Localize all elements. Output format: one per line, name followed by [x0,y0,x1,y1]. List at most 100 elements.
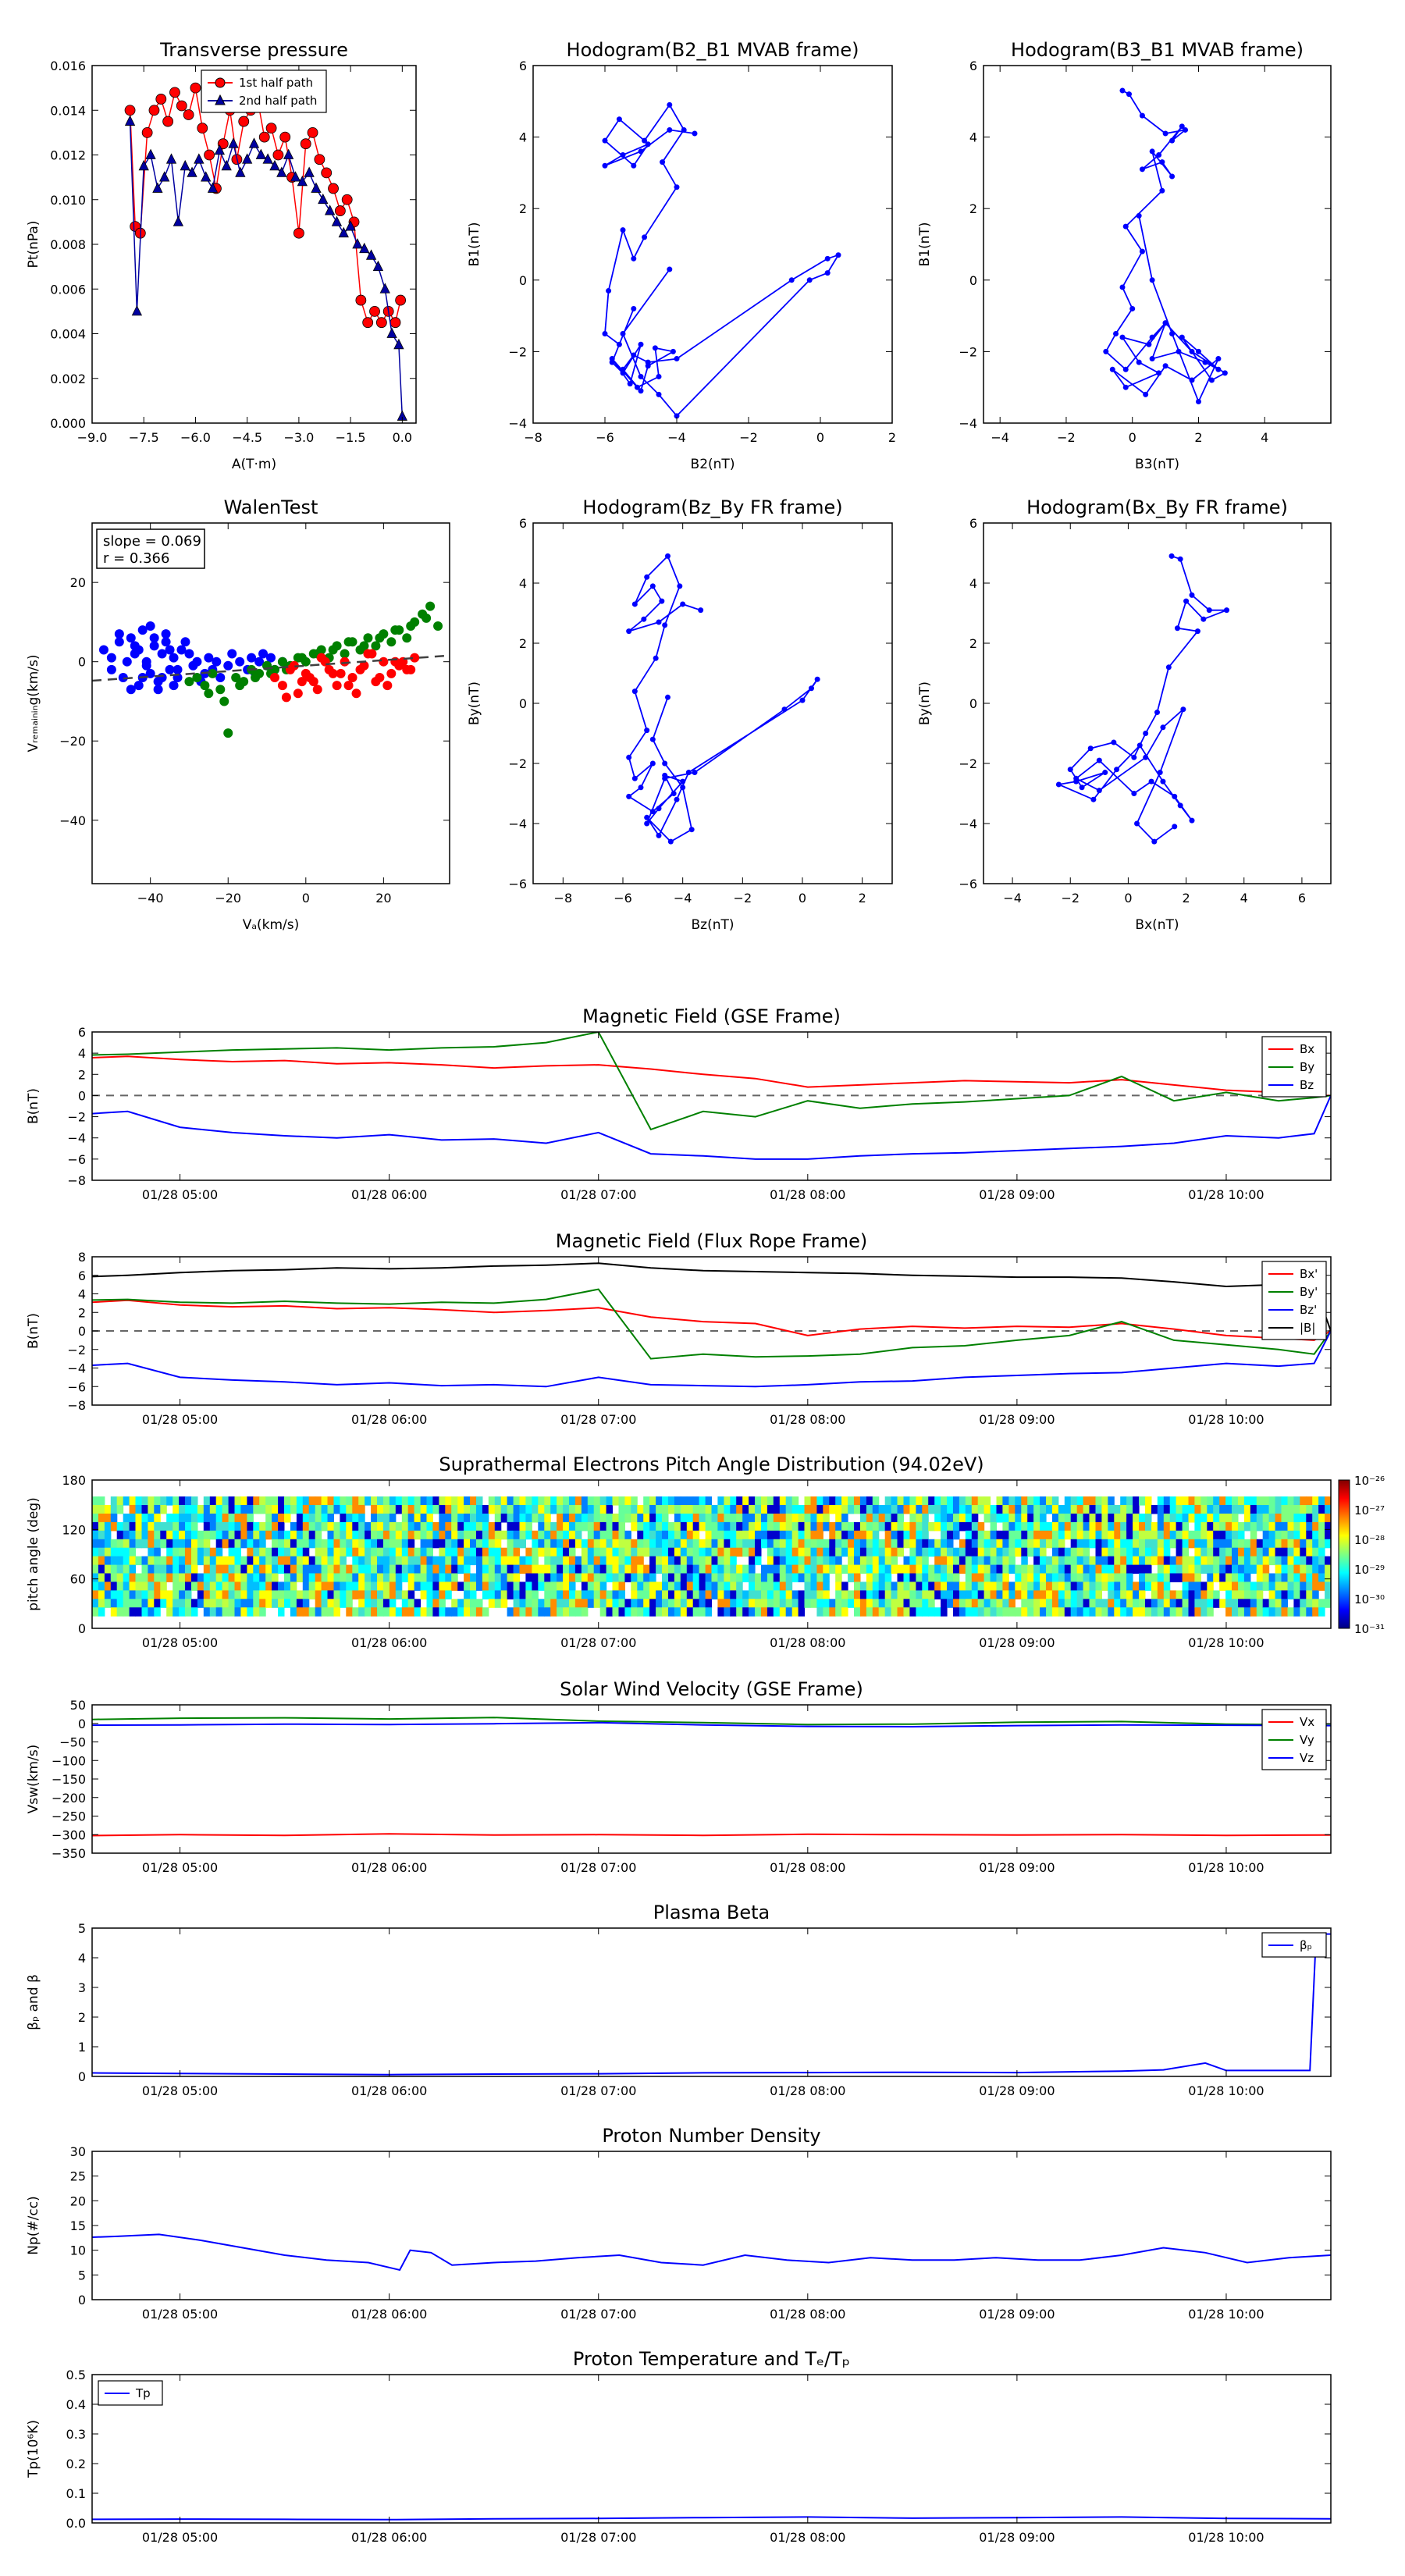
heatmap-cell [333,1607,340,1617]
heatmap-cell [897,1590,904,1599]
heatmap-cell [1083,1590,1090,1599]
heatmap-cell [996,1547,1003,1557]
data-point [1143,754,1149,760]
heatmap-cell [395,1564,403,1574]
heatmap-cell [705,1573,713,1582]
heatmap-cell [1250,1564,1257,1574]
data-point [321,167,333,179]
heatmap-cell [482,1590,489,1599]
y-tick-label: 0 [78,1621,86,1636]
data-point [1189,817,1195,824]
heatmap-cell [1225,1599,1232,1608]
heatmap-cell [191,1547,198,1557]
heatmap-cell [432,1564,439,1574]
data-point [656,391,662,397]
heatmap-cell [1268,1573,1276,1582]
heatmap-cell [464,1521,471,1532]
heatmap-cell [755,1521,762,1532]
heatmap-cell [1293,1505,1300,1514]
heatmap-cell [1213,1505,1220,1514]
heatmap-cell [104,1564,112,1574]
heatmap-cell [1027,1564,1034,1574]
data-point [1149,277,1155,283]
heatmap-cell [1070,1505,1078,1514]
heatmap-cell [736,1496,743,1506]
heatmap-cell [599,1582,607,1591]
heatmap-cell [179,1573,186,1582]
heatmap-cell [290,1582,297,1591]
heatmap-cell [401,1573,409,1582]
heatmap-cell [1225,1505,1232,1514]
chart-title: Hodogram(B3_B1 MVAB frame) [1011,39,1304,61]
data-point [1096,757,1102,763]
heatmap-cell [984,1530,991,1540]
legend-marker [215,77,226,88]
heatmap-cell [513,1564,521,1574]
heatmap-cell [240,1590,247,1599]
heatmap-cell [755,1573,762,1582]
heatmap-cell [1083,1607,1090,1617]
heatmap-cell [377,1573,384,1582]
heatmap-cell [841,1514,848,1523]
heatmap-cell [420,1582,428,1591]
heatmap-cell [854,1590,861,1599]
heatmap-cell [451,1547,458,1557]
x-tick-label: 01/28 07:00 [560,1412,636,1427]
heatmap-cell [532,1505,539,1514]
heatmap-cell [538,1599,545,1608]
heatmap-cell [612,1539,619,1549]
heatmap-cell [1008,1564,1016,1574]
heatmap-cell [382,1514,390,1523]
heatmap-cell [816,1582,823,1591]
heatmap-cell [1114,1530,1121,1540]
heatmap-cell [1040,1573,1047,1582]
heatmap-cell [1200,1539,1208,1549]
heatmap-cell [302,1514,310,1523]
x-tick-label: 01/28 05:00 [142,2307,218,2322]
heatmap-cell [581,1582,589,1591]
data-point [1136,359,1142,365]
heatmap-cell [662,1607,669,1617]
heatmap-cell [1051,1547,1059,1557]
heatmap-cell [426,1556,433,1566]
y-tick-label: 6 [969,59,977,73]
y-tick-label: 5 [78,1921,86,1936]
y-tick-label: 0 [78,1717,86,1731]
heatmap-cell [1120,1496,1127,1506]
heatmap-cell [340,1573,347,1582]
heatmap-cell [767,1573,774,1582]
data-point [1169,173,1176,180]
heatmap-cell [315,1564,322,1574]
heatmap-cell [1076,1547,1084,1557]
heatmap-cell [891,1514,898,1523]
heatmap-cell [173,1599,180,1608]
heatmap-cell [296,1590,304,1599]
heatmap-cell [637,1521,644,1532]
heatmap-cell [569,1539,576,1549]
heatmap-cell [692,1496,700,1506]
x-tick-label: 01/28 10:00 [1188,1412,1264,1427]
heatmap-cell [767,1505,774,1514]
heatmap-cell [500,1514,508,1523]
heatmap-cell [1200,1590,1208,1599]
heatmap-cell [215,1505,223,1514]
heatmap-cell [1083,1505,1090,1514]
heatmap-cell [1182,1556,1190,1566]
heatmap-cell [643,1607,650,1617]
heatmap-cell [730,1547,737,1557]
heatmap-cell [240,1556,247,1566]
heatmap-cell [810,1564,817,1574]
heatmap-cell [247,1505,254,1514]
x-tick-label: 01/28 05:00 [142,1412,218,1427]
heatmap-cell [791,1547,799,1557]
data-point [304,166,315,177]
data-point [645,359,651,365]
heatmap-cell [1200,1514,1208,1523]
heatmap-cell [333,1590,340,1599]
heatmap-cell [816,1505,823,1514]
heatmap-cell [1058,1573,1065,1582]
series-line [92,1094,1331,1160]
heatmap-cell [1219,1530,1226,1540]
heatmap-cell [494,1599,502,1608]
